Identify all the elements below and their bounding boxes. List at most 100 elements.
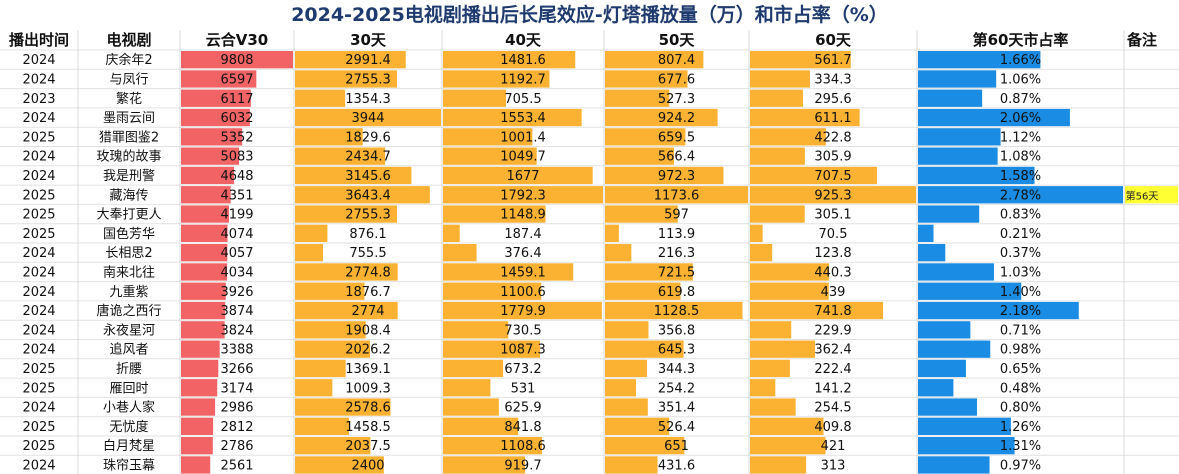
day50-bar bbox=[605, 224, 619, 242]
day50-value-label: 677.6 bbox=[658, 72, 695, 87]
day40-value-label: 841.8 bbox=[504, 420, 541, 435]
day60-bar bbox=[750, 321, 792, 339]
share-bar bbox=[918, 417, 1011, 435]
share-bar bbox=[918, 166, 1035, 185]
day60-bar bbox=[750, 379, 776, 397]
v30-value-label: 3388 bbox=[220, 343, 253, 358]
v30-value-label: 4199 bbox=[220, 208, 253, 223]
day30-value-label: 3643.4 bbox=[345, 188, 391, 203]
day50-value-label: 566.4 bbox=[658, 150, 695, 165]
day60-bar bbox=[750, 437, 826, 455]
drama-name-cell: 唐诡之西行 bbox=[96, 303, 161, 319]
day50-bar bbox=[605, 166, 724, 185]
year-cell: 2025 bbox=[22, 130, 55, 145]
year-header: 播出时间 bbox=[9, 31, 69, 49]
day50-value-label: 721.5 bbox=[658, 265, 695, 280]
day60-bar bbox=[750, 456, 807, 474]
share-bar bbox=[918, 89, 983, 107]
day50-value-label: 527.3 bbox=[658, 92, 695, 107]
share-bar bbox=[918, 108, 1070, 127]
day40-value-label: 625.9 bbox=[504, 401, 541, 416]
day40-value-label: 919.7 bbox=[504, 458, 541, 473]
day50-value-label: 254.2 bbox=[658, 381, 695, 396]
v30-value-label: 2786 bbox=[220, 439, 253, 454]
day50-value-label: 526.4 bbox=[658, 420, 695, 435]
day60-bar bbox=[750, 340, 816, 358]
v30-header: 云合V30 bbox=[206, 31, 268, 49]
drama-name-cell: 雁回时 bbox=[109, 381, 148, 396]
day40-value-label: 1779.9 bbox=[500, 304, 546, 319]
day30-value-label: 2991.4 bbox=[345, 53, 391, 68]
v30-bar bbox=[181, 417, 214, 435]
day50-bar bbox=[605, 456, 658, 474]
drama-name-cell: 庆余年2 bbox=[105, 52, 152, 68]
day60-value-label: 611.1 bbox=[814, 111, 851, 126]
share-value-label: 2.18% bbox=[1000, 304, 1041, 319]
day60-bar bbox=[750, 205, 805, 223]
day30-value-label: 1829.6 bbox=[345, 130, 391, 145]
day60-bar bbox=[750, 417, 824, 435]
drama-name-cell: 繁花 bbox=[116, 91, 142, 107]
day50-value-label: 645.3 bbox=[658, 343, 695, 358]
share-bar bbox=[918, 340, 991, 358]
v30-value-label: 3874 bbox=[220, 304, 253, 319]
day30-bar bbox=[295, 417, 349, 435]
day60-bar bbox=[750, 301, 884, 320]
drama-name-cell: 国色芳华 bbox=[103, 226, 155, 242]
year-cell: 2024 bbox=[22, 150, 55, 165]
day60-value-label: 313 bbox=[821, 458, 846, 473]
day50-value-label: 597 bbox=[664, 208, 689, 223]
share-bar bbox=[918, 224, 934, 242]
year-cell: 2025 bbox=[22, 362, 55, 377]
v30-bar bbox=[181, 147, 240, 165]
year-cell: 2024 bbox=[22, 401, 55, 416]
share-value-label: 0.65% bbox=[1000, 362, 1041, 377]
day40-value-label: 1192.7 bbox=[500, 72, 546, 87]
share-bar bbox=[918, 456, 990, 474]
year-cell: 2024 bbox=[22, 343, 55, 358]
day30-bar bbox=[295, 456, 384, 474]
year-cell: 2024 bbox=[22, 304, 55, 319]
day40-bar bbox=[443, 186, 603, 204]
v30-bar bbox=[181, 263, 228, 281]
drama-name-cell: 墨雨云间 bbox=[103, 111, 155, 126]
day60-bar bbox=[750, 359, 790, 378]
day40-bar bbox=[443, 379, 491, 397]
day30-bar bbox=[295, 224, 328, 242]
day40-value-label: 187.4 bbox=[504, 227, 541, 242]
day60-bar bbox=[750, 128, 826, 146]
day50-value-label: 972.3 bbox=[658, 169, 695, 184]
v30-bar bbox=[181, 340, 220, 358]
day60-value-label: 295.6 bbox=[814, 92, 851, 107]
share-value-label: 1.12% bbox=[1000, 130, 1041, 145]
v30-value-label: 3174 bbox=[220, 381, 253, 396]
year-cell: 2024 bbox=[22, 458, 55, 473]
v30-value-label: 4351 bbox=[220, 188, 253, 203]
day30-value-label: 2400 bbox=[351, 458, 384, 473]
drama-name-cell: 小巷人家 bbox=[103, 400, 155, 416]
day60-bar bbox=[750, 263, 829, 281]
day30-bar bbox=[295, 437, 371, 455]
share-value-label: 1.31% bbox=[1000, 439, 1041, 454]
v30-value-label: 4074 bbox=[220, 227, 253, 242]
day50-bar bbox=[605, 301, 743, 320]
day50-value-label: 344.3 bbox=[658, 362, 695, 377]
day40-bar bbox=[443, 359, 504, 378]
day40-value-label: 1792.3 bbox=[500, 188, 546, 203]
day30-value-label: 3944 bbox=[351, 111, 384, 126]
day50-bar bbox=[605, 340, 684, 358]
day50-value-label: 356.8 bbox=[658, 323, 695, 338]
day60-value-label: 254.5 bbox=[814, 401, 851, 416]
drama-header: 电视剧 bbox=[106, 31, 151, 49]
day30-value-label: 876.1 bbox=[349, 227, 386, 242]
day30-bar bbox=[295, 89, 346, 107]
share-bar bbox=[918, 147, 998, 165]
day40-bar bbox=[443, 282, 542, 300]
drama-name-cell: 我是刑警 bbox=[103, 168, 155, 184]
v30-bar bbox=[181, 359, 219, 378]
day30-bar bbox=[295, 263, 398, 281]
day50-bar bbox=[605, 128, 686, 146]
share-value-label: 2.78% bbox=[1000, 188, 1041, 203]
share-bar bbox=[918, 321, 971, 339]
day50-value-label: 351.4 bbox=[658, 401, 695, 416]
